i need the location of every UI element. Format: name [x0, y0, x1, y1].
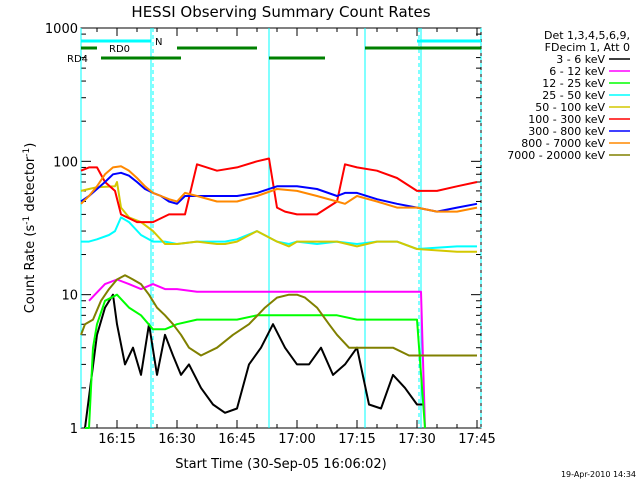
x-tick-label: 17:45 [458, 432, 495, 447]
legend-header: Det 1,3,4,5,6,9, [544, 29, 630, 42]
axes: 16:15 16:30 16:45 17:00 17:15 17:30 17:45 1 10 10… [45, 22, 496, 447]
x-tick-label: 17:15 [338, 432, 375, 447]
series-line-5 [80, 157, 478, 224]
series-line-4 [80, 181, 477, 253]
vertical-markers [80, 28, 482, 428]
legend-entry-label: 6 - 12 keV [549, 65, 605, 78]
legend-entry-label: 300 - 800 keV [528, 125, 605, 138]
date-stamp: 19-Apr-2010 14:34 [561, 470, 636, 479]
y-tick-label: 10 [61, 289, 78, 304]
y-axis-label: Count Rate (s-1 detector-1) [22, 143, 38, 314]
series-line-6 [80, 171, 478, 213]
x-tick-label: 17:30 [398, 432, 435, 447]
series-line-7 [80, 165, 478, 213]
legend-entry-label: 100 - 300 keV [528, 113, 605, 126]
state-bar-label: RD4 [67, 54, 88, 65]
legend-entry-label: 3 - 6 keV [556, 53, 605, 66]
y-label-sup2: -1 [22, 148, 32, 157]
legend-header: FDecim 1, Att 0 [545, 41, 630, 54]
series-line-2 [85, 293, 426, 429]
x-axis-label: Start Time (30-Sep-05 16:06:02) [175, 457, 386, 472]
x-tick-label: 16:45 [218, 432, 255, 447]
y-label-end: ) [23, 143, 38, 148]
series-line-8 [80, 274, 477, 357]
y-label-main: Count Rate (s [23, 225, 38, 314]
legend-entry-label: 800 - 7000 keV [521, 137, 605, 150]
state-bars: N RD0 RD4 [67, 37, 481, 65]
x-tick-label: 16:30 [158, 432, 195, 447]
series-line-0 [84, 293, 425, 429]
state-bar-label: RD0 [109, 44, 130, 55]
y-tick-label: 100 [53, 155, 78, 170]
legend-entry-label: 50 - 100 keV [535, 101, 605, 114]
legend-entry-label: 25 - 50 keV [542, 89, 605, 102]
x-tick-label: 16:15 [98, 432, 135, 447]
legend: Det 1,3,4,5,6,9,FDecim 1, Att 03 - 6 keV… [507, 29, 630, 162]
series-group [80, 157, 478, 429]
series-line-1 [88, 278, 426, 429]
y-label-sup1: -1 [22, 216, 32, 225]
legend-entry-label: 12 - 25 keV [542, 77, 605, 90]
y-label-mid: detector [23, 156, 38, 216]
x-tick-label: 17:00 [278, 432, 315, 447]
state-bar-label: N [155, 37, 162, 48]
chart-title: HESSI Observing Summary Count Rates [131, 3, 430, 21]
y-tick-label: 1000 [45, 22, 78, 37]
legend-entry-label: 7000 - 20000 keV [507, 149, 605, 162]
y-tick-label: 1 [70, 422, 78, 437]
